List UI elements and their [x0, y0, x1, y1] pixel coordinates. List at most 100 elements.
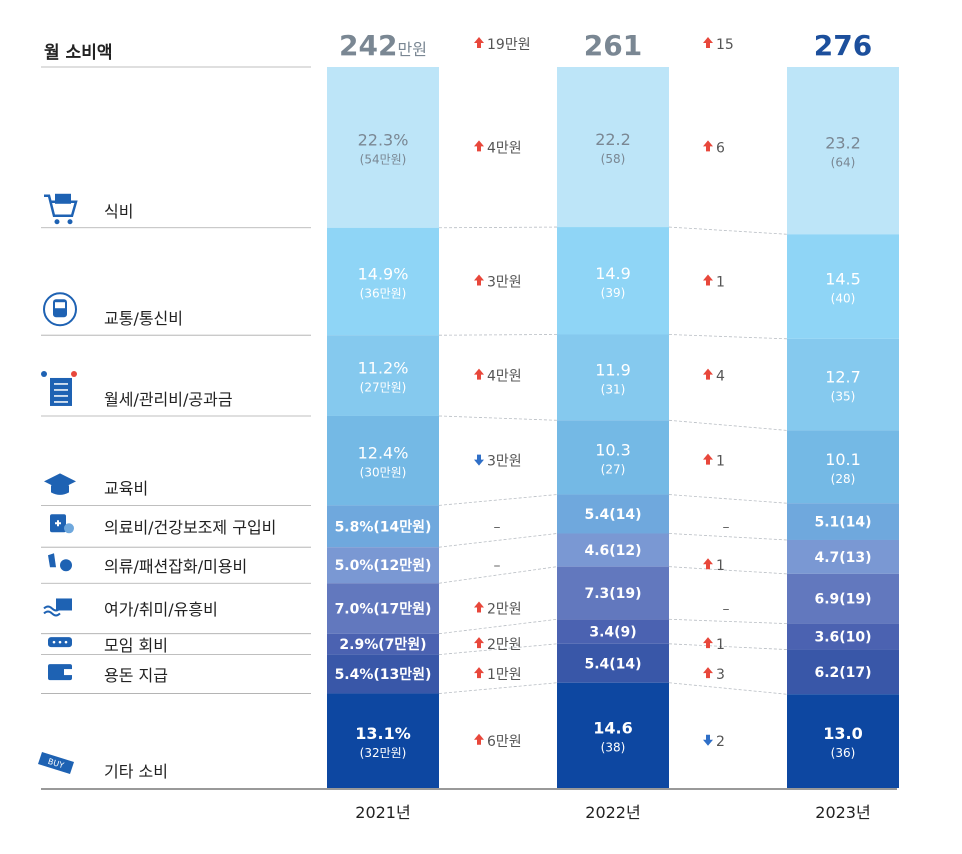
train-icon: [43, 292, 77, 327]
segment-amount-label: (31): [601, 382, 626, 396]
segment-amount-label: (64): [831, 156, 856, 170]
segment-value-label: 14.9%: [358, 264, 409, 283]
bar-segment: [557, 682, 669, 788]
category-label: 월세/관리비/공과금: [104, 389, 233, 409]
medicine-icon: [50, 514, 74, 534]
total-value: 276: [814, 29, 872, 62]
category-label: 교육비: [104, 479, 149, 499]
up-arrow-icon: [703, 140, 713, 152]
bar-segment: [787, 67, 899, 235]
shopping-cart-icon: [44, 193, 78, 225]
segment-value-label: 5.8%(14만원): [335, 519, 432, 535]
connector-line: [438, 226, 558, 229]
connector-line: [668, 682, 788, 695]
segment-value-label: 22.3%: [358, 130, 409, 149]
up-arrow-icon: [703, 637, 713, 649]
connector-line: [668, 643, 788, 650]
bar-segment: [787, 573, 899, 624]
segment-value-label: 13.1%: [355, 724, 411, 743]
change-label: 1: [716, 558, 725, 574]
change-label: 4만원: [487, 369, 522, 385]
segment-value-label: 10.1: [825, 450, 861, 469]
category-label: 의류/패션잡화/미용비: [104, 557, 248, 577]
connector-line: [668, 566, 788, 575]
connector-line: [668, 226, 788, 235]
category-label: 식비: [104, 201, 134, 221]
change-label: 1: [716, 454, 725, 470]
up-arrow-icon: [474, 667, 484, 679]
bar-segment: [787, 338, 899, 431]
bar-segment: [327, 227, 439, 336]
bar-segment: [557, 533, 669, 567]
year-label: 2022년: [585, 803, 640, 822]
change-label: –: [494, 558, 501, 574]
bar-segment: [557, 566, 669, 620]
bar-segment: [787, 234, 899, 339]
segment-value-label: 12.4%: [358, 444, 409, 463]
segment-value-label: 3.6(10): [814, 630, 871, 646]
year-label: 2023년: [815, 803, 870, 822]
up-arrow-icon: [474, 733, 484, 745]
segment-amount-label: (35): [831, 390, 856, 404]
change-label: 3: [716, 667, 725, 683]
segment-value-label: 11.2%: [358, 359, 409, 378]
down-arrow-icon: [474, 454, 484, 466]
connector-line: [438, 494, 558, 506]
segment-value-label: 23.2: [825, 134, 861, 153]
connector-line: [438, 682, 558, 694]
segment-amount-label: (36만원): [360, 286, 407, 300]
chat-icon: [48, 637, 72, 648]
segment-value-label: 3.4(9): [589, 625, 636, 641]
bar-segment: [557, 619, 669, 644]
category-label: 용돈 지급: [104, 666, 168, 686]
category-label: 의료비/건강보조제 구입비: [104, 518, 277, 538]
connector-line: [438, 334, 558, 336]
bar-segment: [557, 227, 669, 335]
segment-value-label: 6.2(17): [814, 665, 871, 681]
change-label: 2: [716, 734, 725, 750]
bar-segment: [327, 693, 439, 788]
segment-value-label: 13.0: [823, 724, 862, 743]
bar-segment: [327, 335, 439, 416]
up-arrow-icon: [474, 140, 484, 152]
change-label: –: [494, 519, 501, 535]
change-label: 6만원: [487, 734, 522, 750]
bar-segment: [787, 694, 899, 788]
change-label: 2만원: [487, 637, 522, 653]
segment-amount-label: (39): [601, 286, 626, 300]
bar-segment: [327, 415, 439, 506]
bar-segment: [557, 494, 669, 534]
bar-segment: [557, 334, 669, 421]
segment-value-label: 14.5: [825, 270, 861, 289]
change-label: 3만원: [487, 454, 522, 470]
change-label: 6: [716, 140, 725, 156]
up-arrow-icon: [474, 274, 484, 286]
segment-amount-label: (27): [601, 462, 626, 476]
connector-line: [668, 334, 788, 340]
total-value: 242만원: [339, 29, 427, 62]
segment-amount-label: (58): [601, 152, 626, 166]
year-label: 2021년: [355, 803, 410, 822]
wallet-icon: [48, 664, 72, 681]
change-label: 1: [716, 274, 725, 290]
category-label: 모임 회비: [104, 636, 168, 656]
total-value: 261: [584, 29, 642, 62]
up-arrow-icon: [703, 558, 713, 570]
segment-amount-label: (54만원): [360, 152, 407, 166]
segment-amount-label: (36): [831, 746, 856, 760]
change-label: 4만원: [487, 140, 522, 156]
bar-segment: [327, 654, 439, 694]
leisure-icon: [43, 598, 72, 617]
segment-value-label: 7.0%(17만원): [335, 601, 432, 617]
segment-amount-label: (40): [831, 292, 856, 306]
segment-value-label: 5.4%(13만원): [335, 667, 432, 683]
connector-line: [668, 618, 788, 625]
bar-segment: [327, 583, 439, 634]
up-arrow-icon: [474, 37, 484, 48]
category-label: 여가/취미/유흥비: [104, 600, 218, 620]
bar-segment: [787, 539, 899, 574]
chart-title: 월 소비액: [44, 43, 113, 63]
connector-line: [668, 419, 788, 431]
segment-amount-label: (28): [831, 472, 856, 486]
segment-value-label: 10.3: [595, 440, 631, 459]
